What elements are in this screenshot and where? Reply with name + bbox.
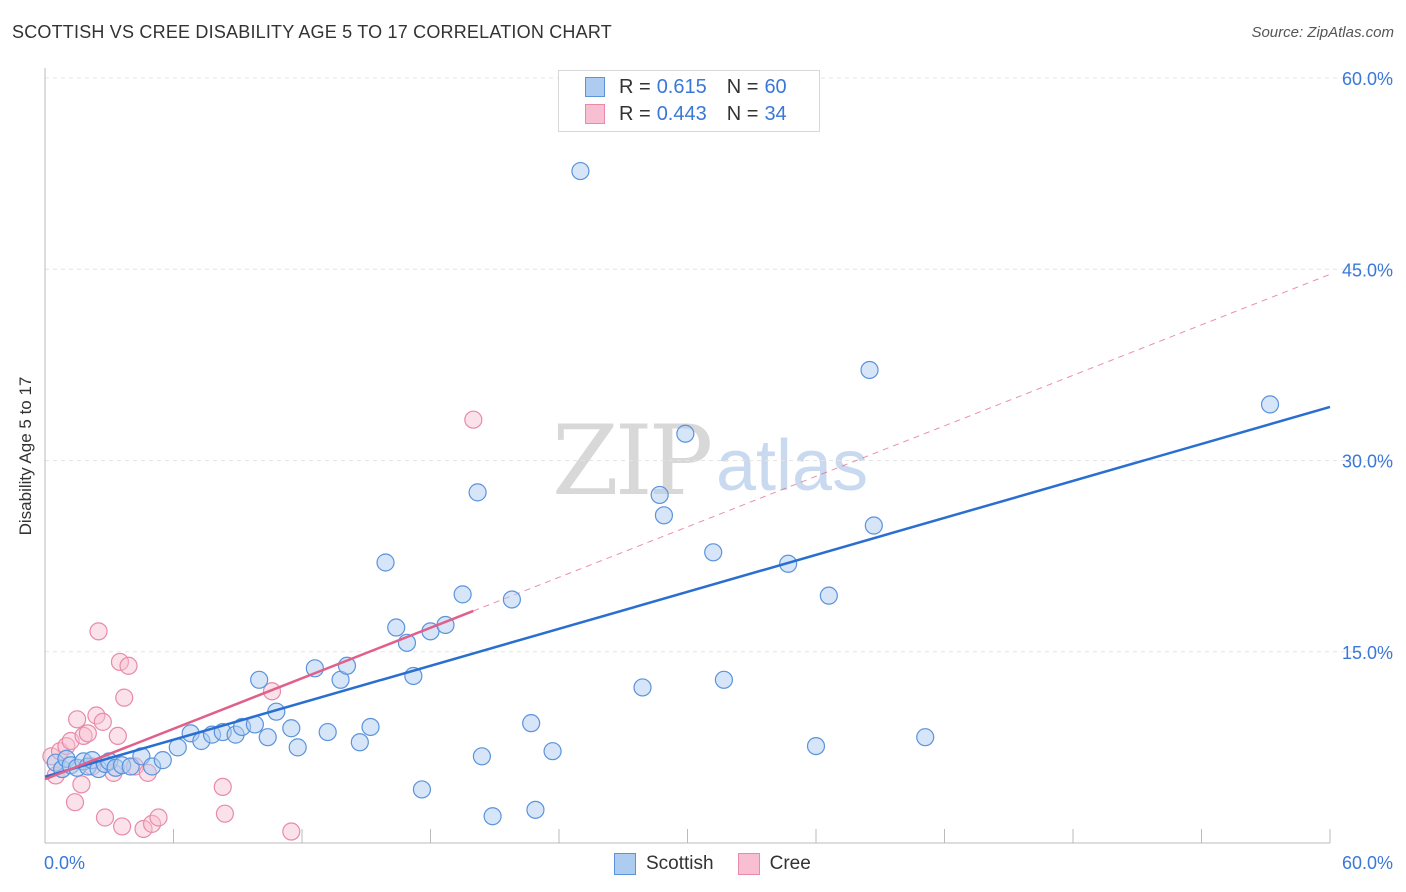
- y-tick-label: 15.0%: [1342, 643, 1393, 663]
- scottish-point: [633, 678, 652, 697]
- cree-point: [215, 804, 234, 823]
- scottish-point: [526, 800, 545, 819]
- scottish-point: [376, 553, 395, 572]
- scottish-point: [258, 728, 277, 747]
- legend-item-scottish: Scottish: [614, 853, 714, 875]
- legend-n-label: N =: [726, 102, 759, 125]
- cree-point: [108, 726, 127, 746]
- legend-cree-label: Cree: [769, 853, 811, 874]
- cree-point: [89, 622, 108, 641]
- cree-point: [95, 808, 115, 827]
- chart-title: SCOTTISH VS CREE DISABILITY AGE 5 TO 17 …: [12, 22, 612, 42]
- scottish-point: [412, 780, 432, 799]
- scottish-point: [571, 161, 590, 181]
- scottish-point: [468, 483, 487, 502]
- scottish-point: [288, 738, 307, 757]
- y-axis-label: Disability Age 5 to 17: [16, 376, 35, 536]
- scottish-point: [282, 719, 301, 738]
- bottom-legend: Scottish Cree: [614, 852, 835, 876]
- y-tick-label: 60.0%: [1342, 69, 1393, 89]
- cree-point: [119, 656, 138, 675]
- scottish-point: [502, 590, 521, 609]
- legend-scottish-label: Scottish: [646, 853, 714, 874]
- cree-swatch: [737, 853, 760, 875]
- legend-r-label: R =: [619, 75, 651, 98]
- cree-point: [115, 688, 134, 707]
- scottish-point: [916, 728, 935, 747]
- scottish-point: [387, 618, 406, 637]
- scottish-point: [250, 670, 269, 689]
- legend-n-label: N =: [726, 75, 759, 98]
- scottish-point: [676, 424, 695, 443]
- scottish-point: [543, 742, 562, 761]
- scottish-swatch: [585, 77, 605, 97]
- cree-point: [464, 410, 483, 429]
- cree-point: [65, 793, 85, 812]
- scottish-point: [864, 516, 883, 535]
- scottish-point: [860, 360, 879, 380]
- scottish-point: [819, 586, 838, 605]
- cree-point: [68, 710, 87, 729]
- cree-trend-line: [44, 609, 474, 781]
- scottish-point: [153, 751, 172, 770]
- scottish-point: [654, 506, 674, 525]
- cree-point: [78, 724, 97, 743]
- scottish-point: [350, 733, 369, 752]
- scottish-point: [453, 585, 472, 604]
- cree-point: [213, 777, 232, 797]
- legend-item-cree: Cree: [737, 853, 811, 875]
- y-tick-label: 30.0%: [1342, 452, 1393, 472]
- cree-point: [110, 652, 130, 672]
- legend-row-scottish: R = 0.615 N = 60: [585, 74, 787, 100]
- legend-row-cree: R = 0.443 N = 34: [585, 101, 787, 127]
- cree-point: [112, 817, 132, 836]
- scottish-point: [650, 485, 669, 505]
- cree-point: [72, 775, 91, 794]
- cree-point: [149, 808, 168, 827]
- y-tick-label: 45.0%: [1342, 260, 1393, 280]
- legend-n-value: 60: [764, 75, 787, 98]
- cree-swatch: [585, 104, 605, 124]
- cree-point: [134, 819, 153, 839]
- scottish-point: [806, 736, 826, 756]
- scottish-point: [714, 670, 734, 689]
- legend-n-value: 34: [764, 102, 787, 125]
- scottish-point: [522, 714, 541, 733]
- legend-box: R = 0.615 N = 60 R = 0.443 N = 34: [558, 70, 820, 132]
- scottish-trend-line: [44, 405, 1331, 778]
- legend-r-label: R =: [619, 102, 651, 125]
- scottish-point: [704, 543, 723, 562]
- scottish-point: [483, 807, 502, 826]
- x-tick-label: 60.0%: [1342, 853, 1393, 873]
- x-tick-label: 0.0%: [44, 853, 85, 873]
- legend-r-value: 0.615: [656, 75, 707, 98]
- scottish-point: [361, 717, 380, 737]
- scottish-point: [318, 722, 337, 742]
- cree-point: [282, 822, 301, 841]
- scottish-swatch: [614, 853, 636, 875]
- legend-r-value: 0.443: [656, 102, 707, 125]
- scottish-point: [1260, 395, 1280, 414]
- scottish-point: [472, 747, 491, 766]
- cree-point: [93, 712, 112, 731]
- source-label: Source: ZipAtlas.com: [1251, 24, 1394, 41]
